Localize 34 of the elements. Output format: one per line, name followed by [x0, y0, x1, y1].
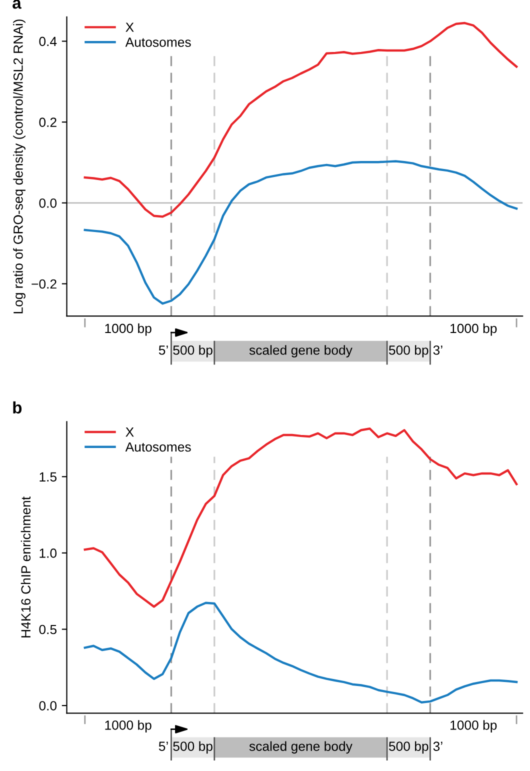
y-tick-label: 0.5 [39, 624, 57, 634]
y-axis-title: Log ratio of GRO-seq density (control/MSL2 RNAi) [13, 20, 26, 314]
y-tick-label: 0.2 [39, 118, 56, 127]
y-tick-label: 1.0 [40, 548, 57, 558]
text: 500 bp [173, 345, 212, 358]
text: 1000 bp [450, 720, 497, 732]
chart-title: a [12, 0, 22, 9]
legend-label: X [126, 22, 134, 32]
legend-label: Autosomes [125, 442, 191, 452]
chart-title: b [13, 401, 22, 414]
y-tick-label: 0.4 [39, 36, 57, 46]
y-axis-title: H4K16 ChIP enrichment [20, 496, 31, 638]
text: 3’ [433, 345, 442, 355]
text: 5’ [158, 742, 168, 751]
text: 5’ [158, 346, 168, 355]
text: 500 bp [388, 741, 428, 754]
line-series [84, 22, 518, 218]
line-series [84, 160, 518, 305]
text: scaled gene body [249, 741, 352, 754]
line-series [84, 602, 518, 704]
legend-label: X [126, 428, 134, 437]
text: 1000 bp [105, 323, 152, 336]
text: 3’ [433, 742, 442, 751]
y-tick-label: 1.5 [40, 472, 57, 482]
legend-label: Autosomes [125, 38, 191, 47]
y-tick-label: 0.0 [39, 701, 57, 710]
text: 500 bp [173, 741, 212, 754]
y-tick-label: 0.0 [39, 198, 57, 208]
line-series [84, 427, 518, 608]
text: 500 bp [388, 345, 428, 358]
text: 1000 bp [450, 323, 497, 336]
y-tick-label: −0.2 [32, 279, 56, 289]
text: 1000 bp [105, 720, 152, 732]
text: scaled gene body [249, 345, 352, 358]
